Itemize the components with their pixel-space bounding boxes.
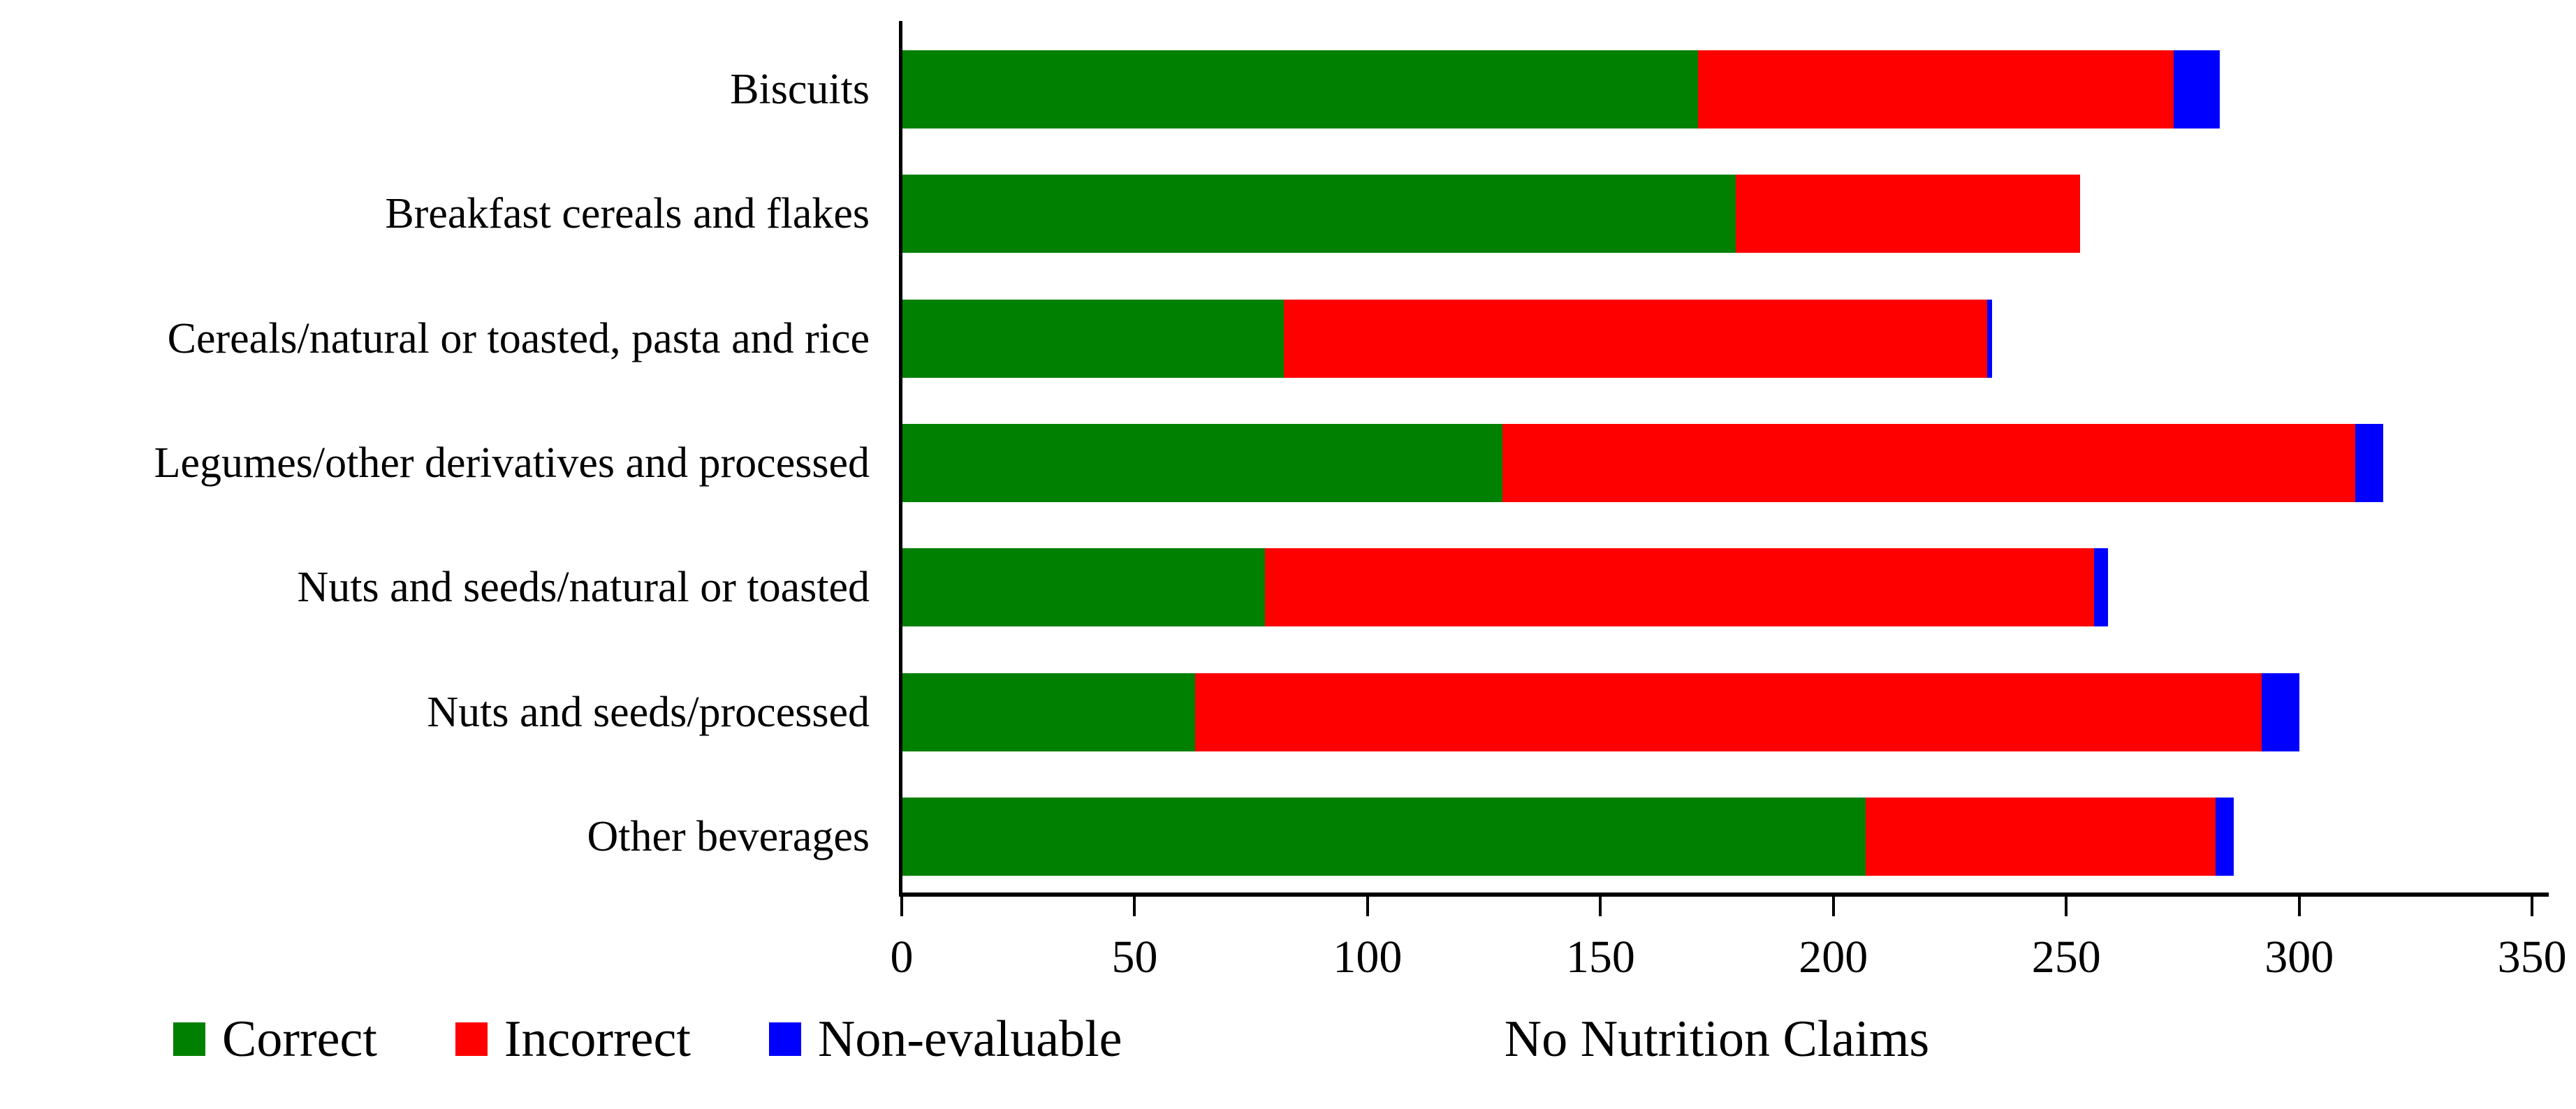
legend-item-correct: Correct — [173, 1011, 377, 1067]
bar-segment-non-evaluable — [2094, 548, 2109, 626]
bar-segment-non-evaluable — [1986, 300, 1992, 378]
category-label: Cereals/natural or toasted, pasta and ri… — [167, 315, 870, 362]
legend-label: Non-evaluable — [817, 1011, 1122, 1068]
bar-5 — [902, 548, 2109, 626]
bar-segment-correct — [902, 300, 1284, 378]
bar-segment-non-evaluable — [2355, 424, 2383, 502]
tick-mark — [2065, 897, 2068, 916]
legend-swatch-incorrect — [455, 1022, 488, 1056]
bar-segment-correct — [902, 798, 1866, 876]
bar-segment-correct — [902, 673, 1196, 751]
tick-label: 50 — [1111, 932, 1158, 983]
bar-segment-incorrect — [1735, 175, 2081, 253]
bar-segment-incorrect — [1502, 424, 2355, 502]
legend-item-incorrect: Incorrect — [455, 1011, 691, 1067]
tick-mark — [1599, 897, 1602, 916]
tick-mark — [2531, 897, 2534, 916]
bar-4 — [902, 424, 2383, 502]
legend-label: Incorrect — [504, 1011, 691, 1068]
tick-mark — [1831, 897, 1835, 916]
bar-segment-incorrect — [1866, 798, 2216, 876]
bar-segment-non-evaluable — [2262, 673, 2299, 751]
bar-6 — [902, 673, 2299, 751]
tick-mark — [900, 897, 903, 916]
tick-label: 100 — [1333, 932, 1403, 983]
legend-item-non-evaluable: Non-evaluable — [768, 1011, 1122, 1068]
category-label: Breakfast cereals and flakes — [385, 190, 870, 237]
tick-mark — [1133, 897, 1136, 916]
category-label: Other beverages — [587, 813, 870, 860]
bar-segment-incorrect — [1195, 673, 2262, 751]
bar-segment-correct — [902, 175, 1736, 253]
tick-label: 0 — [890, 932, 914, 983]
tick-label: 200 — [1799, 932, 1868, 983]
bar-segment-incorrect — [1283, 300, 1987, 378]
bar-segment-correct — [902, 548, 1266, 626]
tick-mark — [2297, 897, 2301, 916]
tick-label: 150 — [1565, 932, 1635, 983]
bar-segment-correct — [902, 50, 1699, 128]
legend: Correct Incorrect Non-evaluable — [173, 1011, 1122, 1067]
tick-label: 250 — [2031, 932, 2101, 983]
bar-segment-incorrect — [1698, 50, 2174, 128]
category-label: Nuts and seeds/natural or toasted — [297, 564, 870, 611]
y-axis-line — [899, 21, 902, 897]
x-axis-title: No Nutrition Claims — [1504, 1011, 1930, 1068]
category-label: Nuts and seeds/processed — [427, 689, 870, 736]
tick-mark — [1366, 897, 1369, 916]
x-axis-line — [899, 893, 2549, 897]
legend-label: Correct — [222, 1011, 377, 1068]
category-label: Biscuits — [730, 66, 870, 113]
bar-segment-non-evaluable — [2173, 50, 2220, 128]
bar-2 — [902, 175, 2081, 253]
bar-7 — [902, 798, 2234, 876]
bar-3 — [902, 300, 1992, 378]
tick-label: 300 — [2264, 932, 2334, 983]
bar-segment-non-evaluable — [2215, 798, 2234, 876]
bar-1 — [902, 50, 2220, 128]
legend-swatch-correct — [173, 1022, 205, 1056]
bar-segment-incorrect — [1265, 548, 2095, 626]
category-label: Legumes/other derivatives and processed — [154, 439, 870, 487]
tick-label: 350 — [2497, 932, 2567, 983]
legend-swatch-non-evaluable — [768, 1022, 801, 1056]
bar-segment-correct — [902, 424, 1503, 502]
